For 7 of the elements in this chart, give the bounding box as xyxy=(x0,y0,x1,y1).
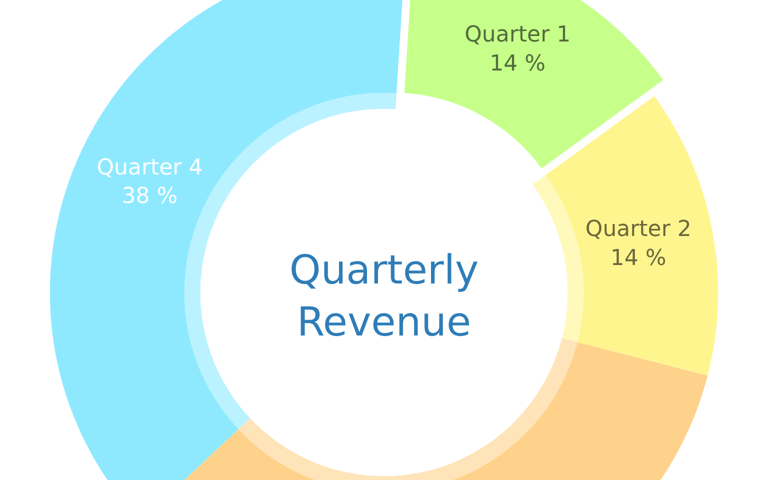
slice-label: Quarter 4 xyxy=(96,155,203,180)
slice-label: Quarter 1 xyxy=(464,22,571,48)
data-label: 14 % xyxy=(490,51,546,76)
slice-label: Quarter 2 xyxy=(585,217,692,242)
data-label: 14 % xyxy=(610,246,666,271)
text: Quarterly Revenue xyxy=(289,248,479,346)
data-label: 38 % xyxy=(122,184,178,210)
